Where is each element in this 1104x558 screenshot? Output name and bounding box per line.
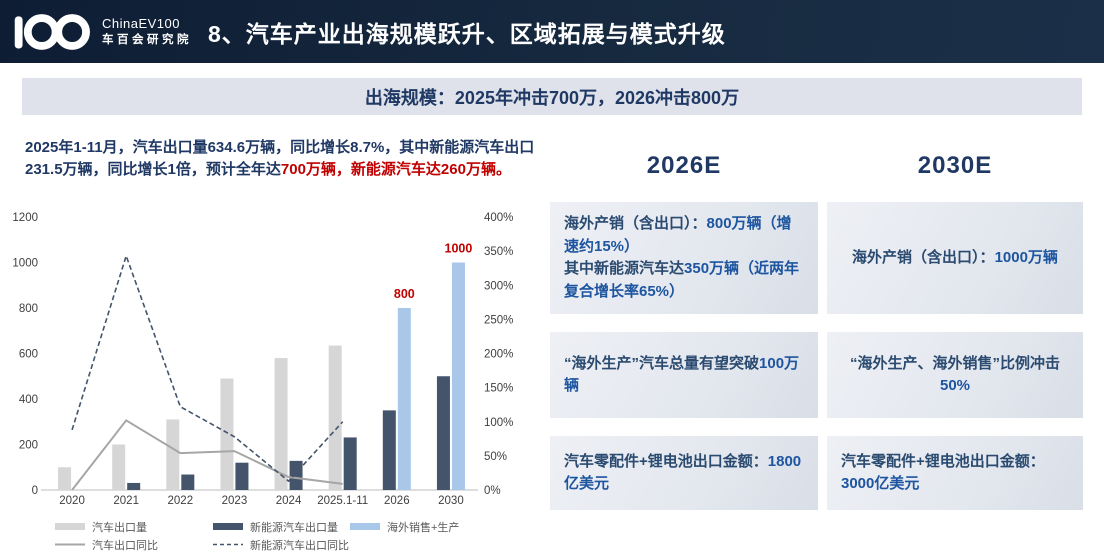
header-bar: ChinaEV100 车百会研究院 8、汽车产业出海规模跃升、区域拓展与模式升级	[0, 0, 1104, 63]
bar	[235, 462, 249, 490]
card-2030-overseas-production-ratio: “海外生产、海外销售”比例冲击 50%	[827, 332, 1083, 418]
bar	[127, 482, 141, 490]
card-2030-parts-battery-export: 汽车零配件+锂电池出口金额： 3000亿美元	[827, 436, 1083, 510]
bar	[328, 345, 342, 490]
bar	[58, 467, 72, 490]
left-axis-tick: 0	[32, 485, 38, 497]
text-segment: 700万辆，新能源汽车达260万辆。	[280, 160, 511, 178]
right-axis-tick: 400%	[484, 212, 513, 224]
x-axis-label: 2026	[384, 495, 410, 507]
bar-data-label: 800	[394, 287, 415, 301]
bar	[166, 419, 180, 490]
legend-label: 新能源汽车出口量	[250, 520, 338, 534]
column-header-2030e: 2030E	[917, 152, 993, 179]
right-axis-tick: 350%	[484, 246, 513, 258]
bar	[181, 474, 195, 490]
bar	[220, 378, 234, 490]
card-2026-parts-battery-export: 汽车零配件+锂电池出口金额：1800亿美元	[550, 436, 818, 510]
left-axis-tick: 800	[19, 303, 38, 315]
text-segment: 50%	[939, 377, 971, 394]
text-segment: “海外生产”汽车总量有望突破	[564, 354, 760, 372]
text-segment: “海外生产、海外销售”比例冲击	[849, 354, 1060, 372]
headline-text: 出海规模：2025年冲击700万，2026冲击800万	[364, 87, 740, 108]
x-axis-label: 2020	[59, 495, 85, 507]
card-text: “海外生产”汽车总量有望突破100万辆	[564, 353, 804, 398]
logo-brand-text: ChinaEV100	[102, 15, 180, 31]
card-text: 汽车零配件+锂电池出口金额： 3000亿美元	[841, 451, 1069, 496]
text-segment: 100万辆	[564, 354, 800, 395]
bars-2	[397, 262, 465, 490]
bar	[436, 376, 450, 490]
text-segment: 海外产销（含出口）：	[564, 215, 707, 232]
chart-axes: 0 200 400 600 800 1000 1200 0% 50% 100% 150% 200% 25…	[12, 212, 513, 507]
text-segment: 800万辆（增速约15%）	[564, 215, 792, 255]
left-axis-tick: 400	[19, 394, 38, 406]
text-segment: 1000万辆	[994, 248, 1058, 266]
text-segment: 其中新能源汽车达	[564, 260, 685, 277]
column-header-2026e: 2026E	[646, 152, 722, 179]
x-axis-label: 2025.1-11	[317, 495, 368, 507]
card-text: “海外生产、海外销售”比例冲击 50%	[841, 353, 1069, 398]
left-axis-tick: 200	[19, 440, 38, 452]
bars-0	[58, 345, 342, 490]
card-2026-overseas-sales: 海外产销（含出口）：800万辆（增速约15%） 其中新能源汽车达350万辆（近两年…	[550, 202, 818, 314]
card-2026-overseas-production: “海外生产”汽车总量有望突破100万辆	[550, 332, 818, 418]
right-axis-tick: 0%	[484, 485, 501, 497]
bars-1	[127, 376, 450, 490]
text-segment: 3000亿美元	[841, 475, 920, 492]
bar	[289, 460, 303, 490]
card-text: 海外产销（含出口）：1000万辆	[852, 247, 1058, 270]
right-axis-tick: 50%	[484, 451, 507, 463]
logo-wordmark: ChinaEV100 车百会研究院	[102, 15, 192, 47]
slide-title: 8、汽车产业出海规模跃升、区域拓展与模式升级	[208, 20, 726, 47]
legend-swatch	[55, 523, 85, 530]
legend-swatch	[213, 523, 243, 530]
right-axis-tick: 300%	[484, 280, 513, 292]
export-volume-chart: 0 200 400 600 800 1000 1200 0% 50% 100% 150% 200% 25…	[12, 212, 513, 552]
line-0	[71, 419, 343, 491]
x-axis-label: 2022	[168, 495, 194, 507]
bar	[397, 308, 411, 490]
left-axis-tick: 1200	[12, 212, 38, 224]
x-axis-label: 2023	[222, 495, 248, 507]
right-axis-tick: 100%	[484, 417, 513, 429]
right-axis-tick: 250%	[484, 314, 513, 326]
bar	[112, 444, 126, 490]
chinaev100-logo: ChinaEV100 车百会研究院	[0, 11, 192, 53]
bar	[274, 358, 288, 490]
legend-label: 海外销售+生产	[387, 520, 459, 534]
bar	[451, 262, 465, 490]
x-axis-label: 2021	[113, 495, 139, 507]
card-text: 汽车零配件+锂电池出口金额：1800亿美元	[564, 451, 804, 496]
legend-swatch	[350, 523, 380, 530]
right-axis-tick: 150%	[484, 383, 513, 395]
text-segment: 汽车零配件+锂电池出口金额：	[564, 452, 768, 470]
card-text: 海外产销（含出口）：800万辆（增速约15%） 其中新能源汽车达350万辆（近两年…	[564, 213, 804, 303]
intro-paragraph: 2025年1-11月，汽车出口量634.6万辆，同比增长8.7%，其中新能源汽车…	[25, 137, 535, 181]
text-segment: 350万辆（近两年复合增长率65%）	[564, 260, 800, 300]
logo-100-icon	[14, 13, 90, 50]
x-axis-label: 2024	[276, 495, 302, 507]
logo-sub-text: 车百会研究院	[102, 33, 192, 46]
legend-label: 汽车出口量	[92, 520, 147, 534]
left-axis-tick: 600	[19, 349, 38, 361]
card-2030-overseas-sales: 海外产销（含出口）：1000万辆	[827, 202, 1083, 314]
right-axis-tick: 200%	[484, 349, 513, 361]
text-segment: 海外产销（含出口）：	[852, 248, 995, 266]
legend-label: 新能源汽车出口同比	[250, 538, 349, 552]
bar	[343, 437, 357, 490]
text-segment: 汽车零配件+锂电池出口金额：	[841, 452, 1045, 470]
x-axis-label: 2030	[438, 495, 464, 507]
left-axis-tick: 1000	[12, 258, 38, 270]
bar	[382, 410, 396, 490]
text-segment: 2025年1-11月，汽车出口量634.6万辆，同比增长8.7%，其中新能源汽车…	[25, 139, 535, 178]
legend-label: 汽车出口同比	[92, 538, 158, 552]
bar-data-label: 1000	[445, 242, 473, 256]
headline-banner: 出海规模：2025年冲击700万，2026冲击800万	[22, 78, 1082, 115]
text-segment: 1800亿美元	[564, 452, 802, 493]
